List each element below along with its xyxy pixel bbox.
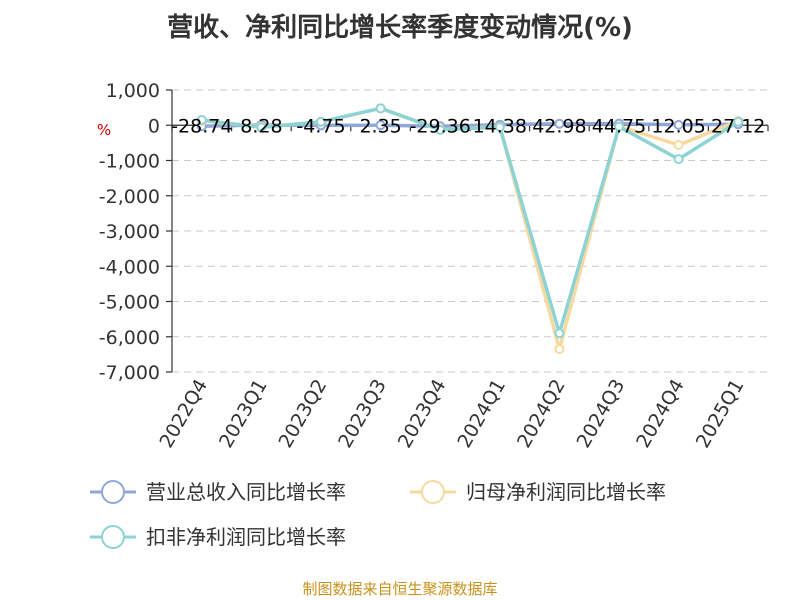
data-point[interactable] bbox=[554, 118, 565, 129]
y-tick-label: -4,000 bbox=[99, 256, 160, 278]
x-tick-label: 2024Q4 bbox=[632, 376, 689, 452]
data-point[interactable] bbox=[554, 328, 565, 339]
data-label: 12.05 bbox=[651, 115, 705, 137]
x-tick-label: 2024Q1 bbox=[453, 376, 510, 452]
legend-item-1[interactable]: 归母净利润同比增长率 bbox=[410, 480, 666, 504]
data-point[interactable] bbox=[673, 139, 684, 150]
x-tick-label: 2022Q4 bbox=[155, 376, 212, 452]
x-axis: 2022Q4 2023Q1 2023Q2 2023Q3 2023Q4 2024Q1 2024… bbox=[155, 124, 769, 452]
legend-label: 营业总收入同比增长率 bbox=[146, 480, 346, 504]
y-tick-label: 0 bbox=[148, 115, 160, 137]
unit-label: % bbox=[97, 121, 111, 139]
data-point[interactable] bbox=[554, 344, 565, 355]
x-tick-label: 2025Q1 bbox=[692, 376, 749, 452]
data-point[interactable] bbox=[673, 119, 684, 130]
x-tick-label: 2023Q2 bbox=[275, 376, 332, 452]
data-point[interactable] bbox=[375, 120, 386, 131]
legend-item-0[interactable]: 营业总收入同比增长率 bbox=[90, 480, 346, 504]
series-group bbox=[196, 103, 744, 355]
data-label: 44.75 bbox=[592, 115, 646, 137]
y-tick-label: -1,000 bbox=[99, 151, 160, 173]
data-point[interactable] bbox=[673, 154, 684, 165]
data-point[interactable] bbox=[614, 121, 624, 132]
data-label: 42.98 bbox=[532, 115, 586, 137]
legend-label: 扣非净利润同比增长率 bbox=[146, 525, 346, 549]
data-label: 27.12 bbox=[711, 115, 765, 137]
series-line-1 bbox=[201, 106, 739, 351]
y-tick-label: -6,000 bbox=[99, 327, 160, 349]
data-point[interactable] bbox=[196, 114, 207, 125]
data-labels: -28.74 8.28 -4.75 2.35 -29.36 14.38 42.98 44.75… bbox=[171, 115, 765, 137]
y-tick-label: -3,000 bbox=[99, 221, 160, 243]
x-tick-label: 2023Q3 bbox=[334, 376, 391, 452]
data-point[interactable] bbox=[733, 116, 744, 127]
data-label: 2.35 bbox=[359, 115, 401, 137]
y-tick-label: -7,000 bbox=[99, 362, 160, 384]
y-tick-label: -5,000 bbox=[99, 292, 160, 314]
data-point[interactable] bbox=[435, 124, 446, 135]
data-label: -4.75 bbox=[296, 115, 345, 137]
chart-title: 营收、净利同比增长率季度变动情况(%) bbox=[167, 12, 633, 43]
x-tick-label: 2024Q2 bbox=[513, 376, 570, 452]
data-label: 14.38 bbox=[473, 115, 527, 137]
x-tick-label: 2023Q1 bbox=[215, 376, 272, 452]
legend-item-2[interactable]: 扣非净利润同比增长率 bbox=[90, 525, 346, 549]
legend-swatch-marker bbox=[101, 480, 125, 504]
data-label: -28.74 bbox=[171, 115, 232, 137]
legend-label: 归母净利润同比增长率 bbox=[466, 480, 666, 504]
y-tick-label: 1,000 bbox=[106, 80, 160, 102]
data-label: 8.28 bbox=[240, 115, 282, 137]
source-note: 制图数据来自恒生聚源数据库 bbox=[302, 580, 497, 598]
data-point[interactable] bbox=[256, 122, 267, 133]
data-point[interactable] bbox=[375, 103, 386, 114]
data-point[interactable] bbox=[494, 122, 505, 133]
y-axis: 1,000 0 -1,000 -2,000 -3,000 -4,000 -5,000 -6,0… bbox=[99, 80, 173, 384]
legend-swatch-marker bbox=[101, 525, 125, 549]
legend-swatch-marker bbox=[421, 480, 445, 504]
data-label: -29.36 bbox=[410, 115, 471, 137]
x-tick-label: 2023Q4 bbox=[394, 376, 451, 452]
data-point[interactable] bbox=[316, 116, 326, 127]
x-tick-label: 2024Q3 bbox=[573, 376, 630, 452]
y-tick-label: -2,000 bbox=[99, 186, 160, 208]
series-line-2 bbox=[201, 106, 740, 335]
